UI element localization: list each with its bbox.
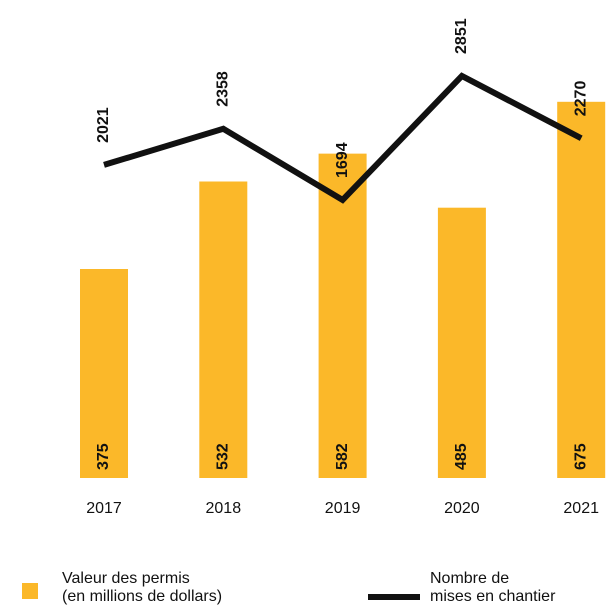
x-tick-label: 2021 xyxy=(563,500,599,517)
x-tick-label: 2018 xyxy=(206,500,242,517)
data-label: 582 xyxy=(334,443,351,470)
bar xyxy=(199,181,248,479)
x-tick-label: 2019 xyxy=(325,500,361,517)
bar xyxy=(318,153,367,478)
data-label: 532 xyxy=(215,443,232,470)
x-tick-label: 2017 xyxy=(86,500,122,517)
data-label: 2270 xyxy=(572,81,589,117)
bar xyxy=(557,101,606,479)
legend-label: Valeur des permis (en millions de dollar… xyxy=(62,570,223,605)
legend-label: Nombre de mises en chantier xyxy=(430,570,556,605)
legend-swatch xyxy=(368,594,420,600)
data-label: 675 xyxy=(572,443,589,470)
data-label: 375 xyxy=(95,443,112,470)
data-label: 2358 xyxy=(215,71,232,107)
data-label: 2851 xyxy=(453,18,470,54)
line xyxy=(103,72,583,204)
data-label: 485 xyxy=(453,443,470,470)
legend-swatch xyxy=(22,583,38,599)
data-label: 1694 xyxy=(334,142,351,178)
bar xyxy=(80,269,128,478)
data-label: 2021 xyxy=(95,107,112,143)
bar xyxy=(437,207,486,478)
x-tick-label: 2020 xyxy=(444,500,480,517)
